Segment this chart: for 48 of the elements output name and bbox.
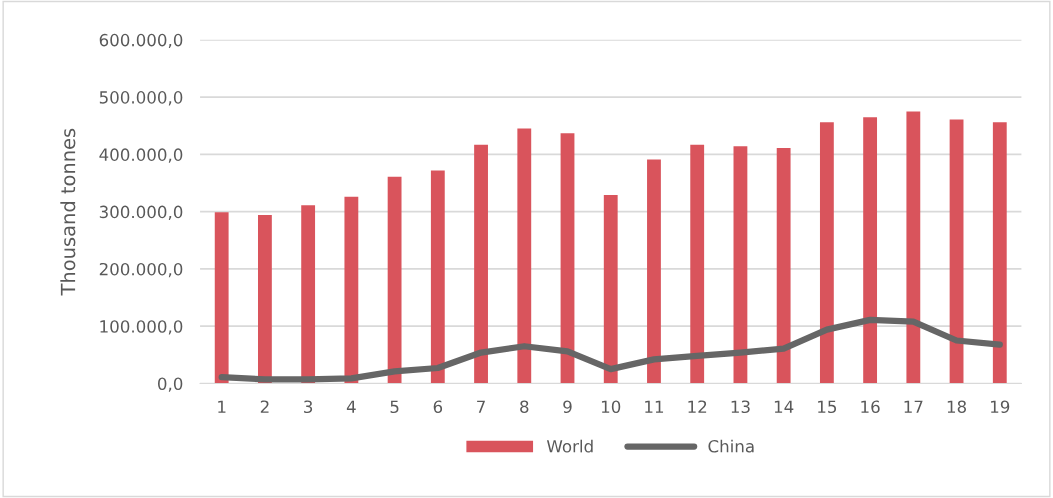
bar [258, 215, 272, 384]
bar [344, 196, 359, 384]
x-tick-label: 9 [563, 400, 572, 414]
legend-label: World [546, 439, 593, 453]
bar [949, 119, 964, 384]
x-tick-label: 7 [477, 400, 485, 413]
x-tick-label: 16 [861, 400, 880, 414]
y-tick-label: 100.000,0 [100, 320, 183, 335]
y-tick-label: 500.000,0 [99, 91, 183, 106]
bar [603, 195, 618, 384]
x-tick-label: 17 [904, 400, 923, 413]
y-tick-label: 600.000,0 [99, 33, 183, 49]
x-tick-label: 4 [346, 400, 356, 413]
y-tick-label: 0,0 [158, 377, 183, 392]
bar [517, 128, 532, 384]
bar [690, 144, 705, 384]
bar [647, 159, 661, 384]
x-tick-label: 15 [818, 400, 837, 414]
y-tick-label: 400.000,0 [99, 148, 183, 163]
x-tick-label: 18 [947, 400, 967, 414]
x-tick-label: 3 [304, 400, 313, 414]
bar [863, 117, 878, 384]
x-tick-label: 5 [390, 400, 399, 414]
legend-label: China [708, 439, 754, 453]
x-tick-label: 8 [520, 400, 529, 414]
x-tick-label: 12 [688, 400, 707, 413]
bar [819, 122, 834, 384]
x-tick-label: 19 [991, 400, 1010, 414]
bar [906, 111, 921, 384]
bar [301, 205, 316, 384]
x-tick-label: 13 [731, 400, 750, 414]
x-tick-label: 6 [433, 400, 443, 414]
bar [733, 146, 748, 384]
x-tick-label: 2 [260, 400, 269, 413]
x-tick-label: 1 [218, 400, 226, 413]
bar [474, 144, 488, 384]
y-tick-label: 300.000,0 [99, 205, 183, 220]
bar [776, 148, 791, 384]
bar [387, 176, 402, 384]
bar [214, 212, 229, 384]
x-tick-label: 11 [645, 400, 664, 413]
x-tick-label: 14 [774, 400, 794, 413]
bar [992, 122, 1007, 384]
y-tick-label: 200.000,0 [99, 262, 183, 278]
y-axis-title: Thousand tonnes [60, 128, 76, 296]
bar [560, 133, 575, 384]
bar [430, 170, 445, 384]
x-tick-label: 10 [601, 400, 621, 414]
